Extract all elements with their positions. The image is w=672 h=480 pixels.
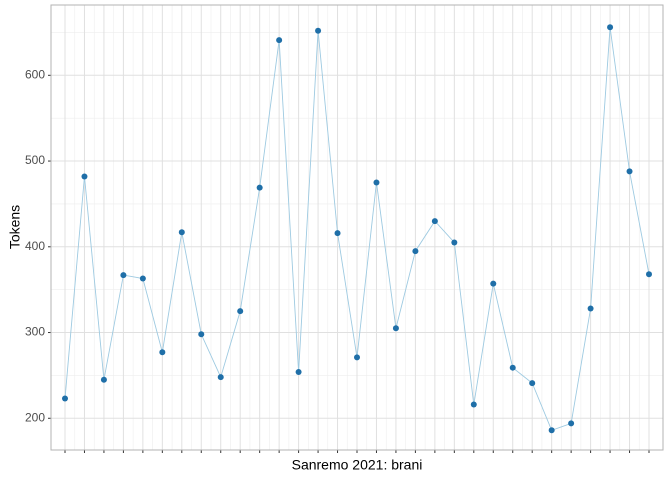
data-point <box>412 248 419 255</box>
y-tick-label: 200 <box>25 410 45 424</box>
data-point <box>470 401 477 408</box>
data-point <box>159 349 166 356</box>
data-point <box>431 218 438 225</box>
data-point <box>198 331 205 338</box>
data-point <box>587 305 594 312</box>
y-tick-label: 600 <box>25 67 45 81</box>
data-point <box>354 354 360 361</box>
data-point <box>646 271 652 278</box>
y-tick-label: 300 <box>25 325 45 339</box>
data-point <box>120 272 127 279</box>
data-point <box>295 368 302 375</box>
data-point <box>81 173 88 180</box>
y-tick-label: 500 <box>25 153 45 167</box>
data-point <box>178 229 185 236</box>
data-point <box>548 427 555 434</box>
data-point <box>315 27 322 34</box>
data-point <box>529 380 536 387</box>
data-point <box>509 364 516 371</box>
data-point <box>607 24 614 31</box>
data-point <box>334 230 341 237</box>
y-tick-label: 400 <box>25 239 45 253</box>
data-point <box>237 308 244 315</box>
data-point <box>256 184 263 191</box>
data-point <box>392 325 399 332</box>
data-point <box>217 374 224 381</box>
data-point <box>276 37 283 44</box>
data-point <box>451 239 458 246</box>
data-point <box>100 376 107 383</box>
data-point <box>62 395 68 402</box>
data-point <box>373 179 380 186</box>
data-point <box>490 280 497 287</box>
data-point <box>139 275 146 282</box>
panel-border <box>50 4 664 451</box>
x-axis-title: Sanremo 2021: brani <box>292 457 423 473</box>
y-axis-title: Tokens <box>7 205 23 249</box>
data-point <box>626 168 633 175</box>
data-point <box>568 420 575 427</box>
